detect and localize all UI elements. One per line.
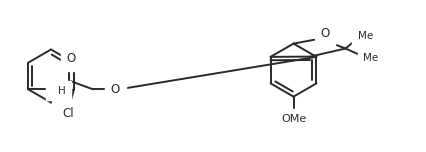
Text: N: N (52, 82, 60, 95)
Text: Me: Me (363, 53, 379, 63)
Text: O: O (320, 27, 330, 40)
Text: O: O (111, 83, 120, 96)
Text: Cl: Cl (62, 107, 74, 120)
Text: H: H (58, 86, 65, 96)
Text: OMe: OMe (282, 114, 307, 124)
Text: Me: Me (357, 31, 373, 41)
Text: O: O (66, 52, 76, 65)
